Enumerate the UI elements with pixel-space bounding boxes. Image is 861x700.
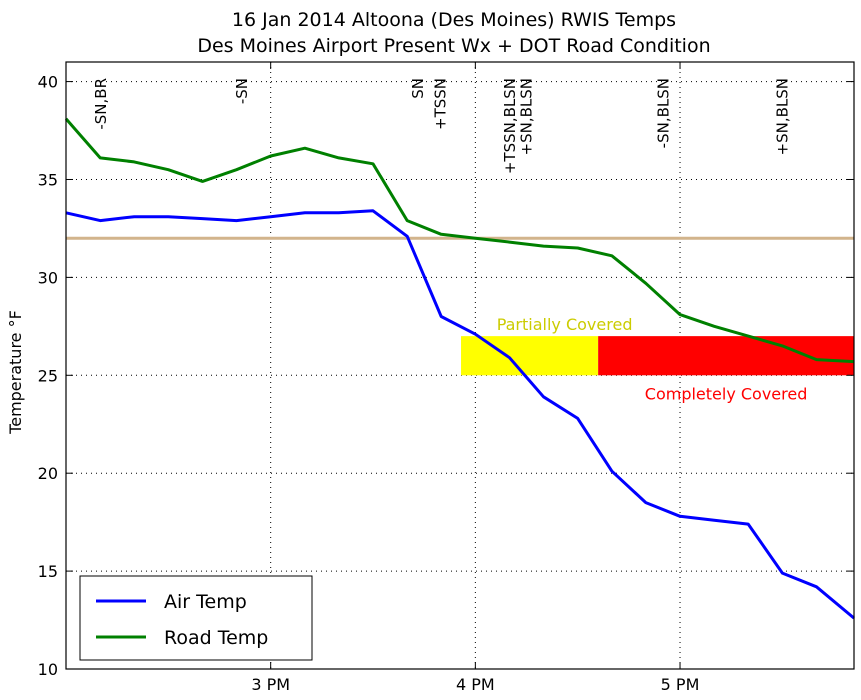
weather-label: +SN,BLSN (518, 78, 536, 155)
series-lines (64, 117, 855, 620)
x-tick-label: 3 PM (251, 675, 290, 694)
weather-labels: -SN,BR -SN SN +TSSN +TSSN,BLSN+SN,BLSN -SN,BL… (92, 78, 792, 174)
x-tick-label: 5 PM (661, 675, 700, 694)
axes: 3 PM 4 PM 5 PM 10 15 20 25 30 35 40 (38, 61, 855, 694)
y-tick-label: 40 (38, 73, 58, 92)
series-line-road-temp (64, 117, 855, 364)
y-tick-label: 30 (38, 268, 58, 287)
weather-label: +SN,BLSN (773, 78, 791, 155)
y-axis-label-text: Temperature (6, 332, 25, 434)
x-tick-label: 4 PM (456, 675, 495, 694)
road-condition-bar (598, 336, 854, 376)
weather-label: SN (409, 78, 427, 99)
legend: Air Temp Road Temp (79, 575, 313, 661)
y-tick-label: 25 (38, 366, 58, 385)
weather-label: -SN,BR (92, 78, 110, 130)
weather-label: +TSSN,BLSN (501, 78, 519, 174)
road-condition-label: Partially Covered (497, 315, 633, 334)
legend-label: Air Temp (164, 591, 247, 613)
axes-frame (65, 61, 855, 670)
chart-title: 16 Jan 2014 Altoona (Des Moines) RWIS Te… (232, 9, 676, 31)
series-line-air-temp (65, 209, 855, 620)
road-condition-label: Completely Covered (645, 384, 808, 403)
weather-label: +TSSN (432, 78, 450, 130)
y-tick-label: 10 (38, 660, 58, 679)
y-tick-label: 35 (38, 170, 58, 189)
legend-label: Road Temp (164, 627, 268, 649)
weather-label: -SN,BLSN (655, 78, 673, 148)
y-tick-label: 20 (38, 464, 58, 483)
y-axis-label-unit: °F (6, 310, 25, 327)
road-conditions: Partially Covered Completely Covered (461, 315, 854, 403)
road-condition-bar (461, 336, 599, 376)
grid (66, 62, 854, 670)
legend-box (79, 575, 313, 661)
y-axis-label: Temperature °F (6, 310, 25, 435)
y-tick-label: 15 (38, 562, 58, 581)
weather-label: -SN (233, 78, 251, 104)
chart-subtitle: Des Moines Airport Present Wx + DOT Road… (197, 35, 710, 57)
